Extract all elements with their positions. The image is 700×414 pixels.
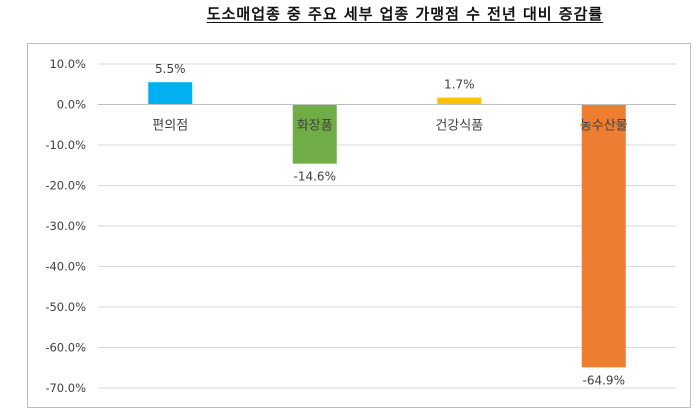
bar <box>292 104 337 164</box>
bar <box>437 97 482 105</box>
data-labels: 5.5% -14.6% 1.7% -64.9% <box>155 62 625 387</box>
y-tick-label: -20.0% <box>45 179 86 193</box>
bar <box>581 104 626 368</box>
chart-frame <box>27 43 691 408</box>
bar <box>148 82 193 105</box>
y-tick-label: -10.0% <box>45 138 86 152</box>
chart-title: 도소매업종 중 주요 세부 업종 가맹점 수 전년 대비 증감률 <box>206 5 604 23</box>
category-labels: 편의점 화장품 건강식품 농수산물 <box>152 119 627 134</box>
y-tick-label: 10.0% <box>49 57 86 71</box>
y-tick-label: -30.0% <box>45 219 86 233</box>
category-label: 편의점 <box>152 119 188 134</box>
bars <box>148 82 626 368</box>
data-label: 1.7% <box>444 78 475 92</box>
category-label: 건강식품 <box>435 119 483 134</box>
y-tick-label: -70.0% <box>45 381 86 395</box>
data-label: -64.9% <box>583 373 625 387</box>
y-tick-label: -40.0% <box>45 260 86 274</box>
y-axis-ticks: 10.0% 0.0% -10.0% -20.0% -30.0% -40.0% -50.0% -… <box>45 57 86 395</box>
category-label: 농수산물 <box>580 119 628 134</box>
data-label: 5.5% <box>155 62 186 76</box>
gridlines <box>98 63 676 389</box>
data-label: -14.6% <box>294 170 336 184</box>
y-tick-label: -60.0% <box>45 341 86 355</box>
y-tick-label: 0.0% <box>57 98 86 112</box>
category-label: 화장품 <box>297 119 333 134</box>
y-tick-label: -50.0% <box>45 300 86 314</box>
